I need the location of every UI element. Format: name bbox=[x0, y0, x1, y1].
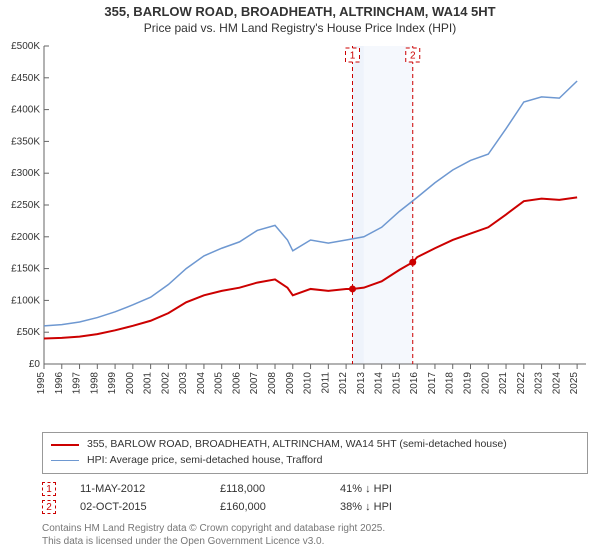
legend-row: HPI: Average price, semi-detached house,… bbox=[51, 453, 579, 469]
svg-text:2006: 2006 bbox=[231, 372, 242, 395]
svg-text:2015: 2015 bbox=[391, 372, 402, 395]
chart-subtitle: Price paid vs. HM Land Registry's House … bbox=[0, 21, 600, 35]
transaction-delta: 38% ↓ HPI bbox=[340, 501, 460, 513]
legend: 355, BARLOW ROAD, BROADHEATH, ALTRINCHAM… bbox=[42, 432, 588, 474]
svg-text:2002: 2002 bbox=[160, 372, 171, 395]
svg-text:2000: 2000 bbox=[125, 372, 136, 395]
legend-row: 355, BARLOW ROAD, BROADHEATH, ALTRINCHAM… bbox=[51, 437, 579, 453]
svg-text:2010: 2010 bbox=[303, 372, 314, 395]
svg-text:1998: 1998 bbox=[89, 372, 100, 395]
svg-text:£400K: £400K bbox=[11, 105, 40, 116]
svg-text:2016: 2016 bbox=[409, 372, 420, 395]
legend-swatch bbox=[51, 444, 79, 446]
svg-text:2020: 2020 bbox=[480, 372, 491, 395]
chart-area: £0£50K£100K£150K£200K£250K£300K£350K£400… bbox=[42, 44, 588, 400]
svg-text:2011: 2011 bbox=[320, 372, 331, 394]
footer-line-2: This data is licensed under the Open Gov… bbox=[42, 535, 588, 548]
transaction-marker: 1 bbox=[42, 482, 56, 496]
line-chart: £0£50K£100K£150K£200K£250K£300K£350K£400… bbox=[42, 44, 588, 400]
svg-text:2001: 2001 bbox=[143, 372, 154, 395]
svg-text:2: 2 bbox=[410, 51, 416, 62]
svg-text:£300K: £300K bbox=[11, 168, 40, 179]
svg-text:1997: 1997 bbox=[72, 372, 83, 395]
legend-label: HPI: Average price, semi-detached house,… bbox=[87, 453, 322, 469]
svg-text:2024: 2024 bbox=[551, 372, 562, 395]
svg-text:£200K: £200K bbox=[11, 232, 40, 243]
svg-text:2014: 2014 bbox=[374, 372, 385, 395]
svg-text:2022: 2022 bbox=[516, 372, 527, 395]
bottom-block: 355, BARLOW ROAD, BROADHEATH, ALTRINCHAM… bbox=[42, 428, 588, 548]
svg-text:2012: 2012 bbox=[338, 372, 349, 395]
svg-text:1996: 1996 bbox=[54, 372, 65, 395]
svg-text:£0: £0 bbox=[29, 359, 41, 370]
svg-text:£150K: £150K bbox=[11, 264, 40, 275]
svg-text:2003: 2003 bbox=[178, 372, 189, 395]
footer-line-1: Contains HM Land Registry data © Crown c… bbox=[42, 522, 588, 535]
transaction-price: £118,000 bbox=[220, 483, 340, 495]
svg-text:2019: 2019 bbox=[462, 372, 473, 395]
svg-text:2013: 2013 bbox=[356, 372, 367, 395]
transaction-price: £160,000 bbox=[220, 501, 340, 513]
table-row: 1 11-MAY-2012£118,00041% ↓ HPI bbox=[42, 480, 588, 498]
chart-title: 355, BARLOW ROAD, BROADHEATH, ALTRINCHAM… bbox=[0, 4, 600, 19]
svg-text:1999: 1999 bbox=[107, 372, 118, 395]
svg-text:£450K: £450K bbox=[11, 73, 40, 84]
svg-text:2021: 2021 bbox=[498, 372, 509, 395]
title-block: 355, BARLOW ROAD, BROADHEATH, ALTRINCHAM… bbox=[0, 0, 600, 35]
transaction-marker: 2 bbox=[42, 500, 56, 514]
page-root: 355, BARLOW ROAD, BROADHEATH, ALTRINCHAM… bbox=[0, 0, 600, 560]
svg-text:2009: 2009 bbox=[285, 372, 296, 395]
transaction-delta: 41% ↓ HPI bbox=[340, 483, 460, 495]
transaction-date: 02-OCT-2015 bbox=[80, 501, 220, 513]
svg-text:2023: 2023 bbox=[534, 372, 545, 395]
legend-label: 355, BARLOW ROAD, BROADHEATH, ALTRINCHAM… bbox=[87, 437, 507, 453]
table-row: 2 02-OCT-2015£160,00038% ↓ HPI bbox=[42, 498, 588, 516]
svg-text:1: 1 bbox=[350, 51, 356, 62]
svg-text:2025: 2025 bbox=[569, 372, 580, 395]
transaction-date: 11-MAY-2012 bbox=[80, 483, 220, 495]
footer: Contains HM Land Registry data © Crown c… bbox=[42, 522, 588, 548]
svg-text:£500K: £500K bbox=[11, 41, 40, 52]
svg-text:£350K: £350K bbox=[11, 136, 40, 147]
svg-text:2018: 2018 bbox=[445, 372, 456, 395]
transactions-table: 1 11-MAY-2012£118,00041% ↓ HPI 2 02-OCT-201… bbox=[42, 480, 588, 516]
svg-text:2005: 2005 bbox=[214, 372, 225, 395]
svg-text:2007: 2007 bbox=[249, 372, 260, 395]
svg-text:£250K: £250K bbox=[11, 200, 40, 211]
legend-swatch bbox=[51, 460, 79, 461]
svg-text:£50K: £50K bbox=[17, 327, 41, 338]
svg-text:2004: 2004 bbox=[196, 372, 207, 395]
svg-text:2008: 2008 bbox=[267, 372, 278, 395]
svg-text:2017: 2017 bbox=[427, 372, 438, 395]
svg-text:1995: 1995 bbox=[36, 372, 47, 395]
svg-text:£100K: £100K bbox=[11, 295, 40, 306]
